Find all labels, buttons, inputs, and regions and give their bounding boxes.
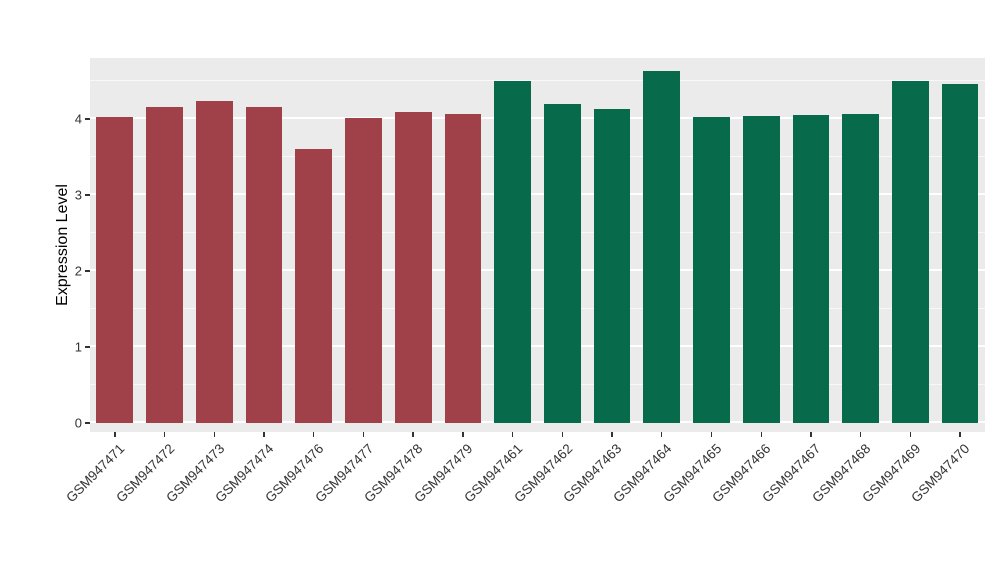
x-tick-mark bbox=[810, 432, 812, 437]
x-tick-mark bbox=[163, 432, 166, 437]
bar-slot bbox=[935, 58, 985, 432]
bar-slot bbox=[836, 58, 886, 432]
bar-GSM947469 bbox=[891, 80, 929, 423]
minor-gridline bbox=[90, 232, 985, 233]
bar-GSM947477 bbox=[345, 118, 382, 423]
bar-slot bbox=[339, 58, 389, 432]
x-tick-mark bbox=[710, 432, 713, 437]
x-tick-mark bbox=[263, 432, 265, 437]
x-tick-mark bbox=[213, 432, 215, 437]
minor-gridline bbox=[90, 308, 985, 309]
bar-slot bbox=[488, 58, 538, 432]
y-tick-mark bbox=[85, 346, 90, 348]
y-tick-label: 4 bbox=[74, 111, 82, 127]
x-tick-mark bbox=[313, 432, 315, 437]
minor-gridline bbox=[90, 156, 985, 157]
major-gridline bbox=[90, 193, 985, 195]
bar-slot bbox=[140, 58, 190, 432]
bar-GSM947479 bbox=[444, 114, 482, 423]
bar-slot bbox=[289, 58, 339, 432]
bar-slot bbox=[886, 58, 936, 432]
y-tick-mark bbox=[85, 270, 90, 272]
bar-slot bbox=[687, 58, 737, 432]
x-tick-mark bbox=[561, 432, 564, 437]
x-tick-mark bbox=[511, 432, 514, 437]
x-tick-mark bbox=[611, 432, 613, 437]
bar-slot bbox=[537, 58, 587, 432]
bar-GSM947471 bbox=[96, 116, 134, 423]
x-tick-mark bbox=[412, 432, 414, 437]
bar-GSM947463 bbox=[593, 108, 631, 423]
y-tick-mark bbox=[85, 194, 90, 196]
y-tick-mark bbox=[85, 422, 90, 424]
bar-GSM947467 bbox=[792, 115, 830, 423]
y-tick-label: 0 bbox=[74, 415, 82, 431]
x-tick-mark bbox=[362, 432, 365, 437]
bars-container bbox=[90, 58, 985, 432]
x-tick-mark bbox=[909, 432, 912, 437]
x-tick-mark bbox=[114, 432, 116, 437]
bar-slot bbox=[239, 58, 289, 432]
bar-GSM947473 bbox=[195, 100, 233, 423]
x-tick-mark bbox=[760, 432, 762, 437]
bar-GSM947462 bbox=[543, 103, 581, 423]
y-axis-title: Expression Level bbox=[54, 184, 71, 306]
bar-GSM947476 bbox=[295, 149, 333, 423]
bar-GSM947466 bbox=[742, 115, 780, 423]
bar-slot bbox=[736, 58, 786, 432]
x-tick-mark bbox=[859, 432, 862, 437]
bar-GSM947474 bbox=[245, 107, 283, 423]
y-tick-label: 1 bbox=[74, 339, 82, 355]
bar-slot bbox=[438, 58, 488, 432]
y-tick-label: 2 bbox=[74, 263, 82, 279]
x-tick-mark bbox=[462, 432, 464, 437]
plot-panel bbox=[90, 58, 985, 432]
minor-gridline bbox=[90, 80, 985, 81]
bar-slot bbox=[587, 58, 637, 432]
bar-GSM947461 bbox=[494, 80, 531, 423]
bar-GSM947468 bbox=[842, 113, 880, 423]
minor-gridline bbox=[90, 384, 985, 385]
bar-GSM947470 bbox=[941, 83, 979, 423]
y-tick-label: 3 bbox=[74, 187, 82, 203]
major-gridline bbox=[90, 421, 985, 423]
bar-GSM947478 bbox=[394, 112, 432, 423]
x-tick-mark bbox=[959, 432, 961, 437]
bar-GSM947465 bbox=[693, 116, 730, 423]
bar-GSM947472 bbox=[146, 106, 183, 423]
major-gridline bbox=[90, 345, 985, 347]
major-gridline bbox=[90, 269, 985, 271]
bar-slot bbox=[90, 58, 140, 432]
bar-slot bbox=[388, 58, 438, 432]
bar-GSM947464 bbox=[643, 70, 681, 423]
major-gridline bbox=[90, 117, 985, 119]
x-tick-mark bbox=[661, 432, 663, 437]
bar-slot bbox=[637, 58, 687, 432]
bar-slot bbox=[189, 58, 239, 432]
y-tick-mark bbox=[85, 118, 90, 120]
bar-slot bbox=[786, 58, 836, 432]
